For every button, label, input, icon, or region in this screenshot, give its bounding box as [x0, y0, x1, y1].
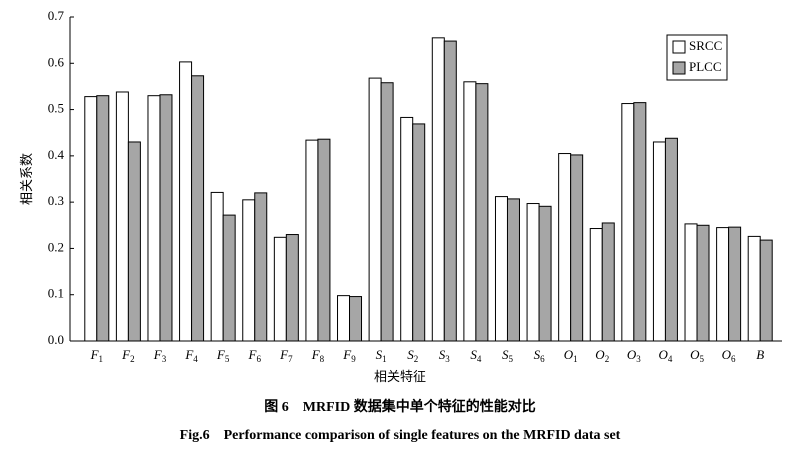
x-tick-label: F8	[311, 347, 325, 364]
bar	[696, 224, 710, 342]
y-tick-label: 0.6	[48, 54, 65, 69]
bar	[368, 77, 382, 342]
bar	[273, 236, 287, 342]
x-tick-label: S5	[502, 347, 514, 364]
caption-cn: 图 6 MRFID 数据集中单个特征的性能对比	[264, 398, 535, 415]
bar	[463, 81, 477, 342]
bar	[589, 228, 603, 342]
x-tick-label: F9	[342, 347, 356, 364]
x-tick-label: O3	[627, 347, 641, 364]
bar	[380, 82, 394, 342]
x-tick-label: F3	[153, 347, 167, 364]
bar	[147, 95, 161, 342]
bar	[652, 141, 666, 342]
x-tick-label: S2	[407, 347, 418, 364]
bar	[747, 235, 761, 342]
bar	[285, 234, 299, 342]
y-tick-label: 0.2	[48, 239, 64, 254]
bar	[570, 154, 584, 342]
legend-swatch	[672, 40, 686, 54]
legend-label: PLCC	[689, 59, 722, 74]
y-axis-label: 相关系数	[19, 153, 34, 205]
x-tick-label: F4	[184, 347, 198, 364]
bar	[431, 37, 445, 342]
x-tick-label: O6	[722, 347, 736, 364]
bar	[337, 295, 351, 342]
x-tick-label: B	[756, 347, 764, 362]
y-tick-label: 0.7	[48, 8, 65, 23]
x-tick-label: F7	[279, 347, 293, 364]
x-tick-label: S6	[534, 347, 546, 364]
bar	[96, 95, 110, 342]
x-tick-label: O4	[658, 347, 672, 364]
caption-en: Fig.6 Performance comparison of single f…	[180, 428, 621, 443]
x-tick-label: S3	[439, 347, 451, 364]
bar	[412, 123, 426, 342]
bar	[191, 75, 205, 342]
bar	[633, 102, 647, 342]
legend-label: SRCC	[689, 38, 722, 53]
bar	[506, 198, 520, 342]
y-tick-label: 0.1	[48, 286, 64, 301]
bar	[716, 227, 730, 342]
bar	[242, 199, 256, 342]
y-tick-label: 0.3	[48, 193, 64, 208]
bar	[400, 116, 414, 342]
bar	[115, 91, 129, 342]
x-axis-label: 相关特征	[374, 369, 426, 384]
x-tick-label: F5	[216, 347, 230, 364]
bar	[728, 226, 742, 342]
x-tick-label: F2	[121, 347, 134, 364]
bar	[558, 153, 572, 342]
bar	[254, 192, 268, 342]
x-tick-label: F6	[248, 347, 262, 364]
bar	[621, 103, 635, 342]
bar	[684, 223, 698, 342]
bar	[475, 83, 489, 342]
x-tick-label: S1	[376, 347, 387, 364]
x-tick-label: S4	[470, 347, 482, 364]
bar	[210, 191, 224, 342]
y-tick-label: 0.5	[48, 101, 64, 116]
bar	[222, 214, 236, 342]
bar	[159, 94, 173, 342]
bar	[526, 203, 540, 342]
bar	[127, 141, 141, 342]
bar	[443, 40, 457, 342]
x-tick-label: O5	[690, 347, 704, 364]
bar	[179, 61, 193, 342]
bar	[349, 296, 363, 342]
bar	[664, 137, 678, 342]
x-tick-label: F1	[90, 347, 103, 364]
y-tick-label: 0.0	[48, 332, 64, 347]
bar	[601, 222, 615, 342]
y-tick-label: 0.4	[48, 147, 65, 162]
bar	[759, 239, 773, 342]
bar	[494, 196, 508, 342]
x-tick-label: O1	[564, 347, 578, 364]
legend-swatch	[672, 61, 686, 75]
x-tick-label: O2	[595, 347, 609, 364]
bar	[317, 138, 331, 342]
bar	[538, 205, 552, 342]
bar	[84, 96, 98, 342]
bar	[305, 139, 319, 342]
